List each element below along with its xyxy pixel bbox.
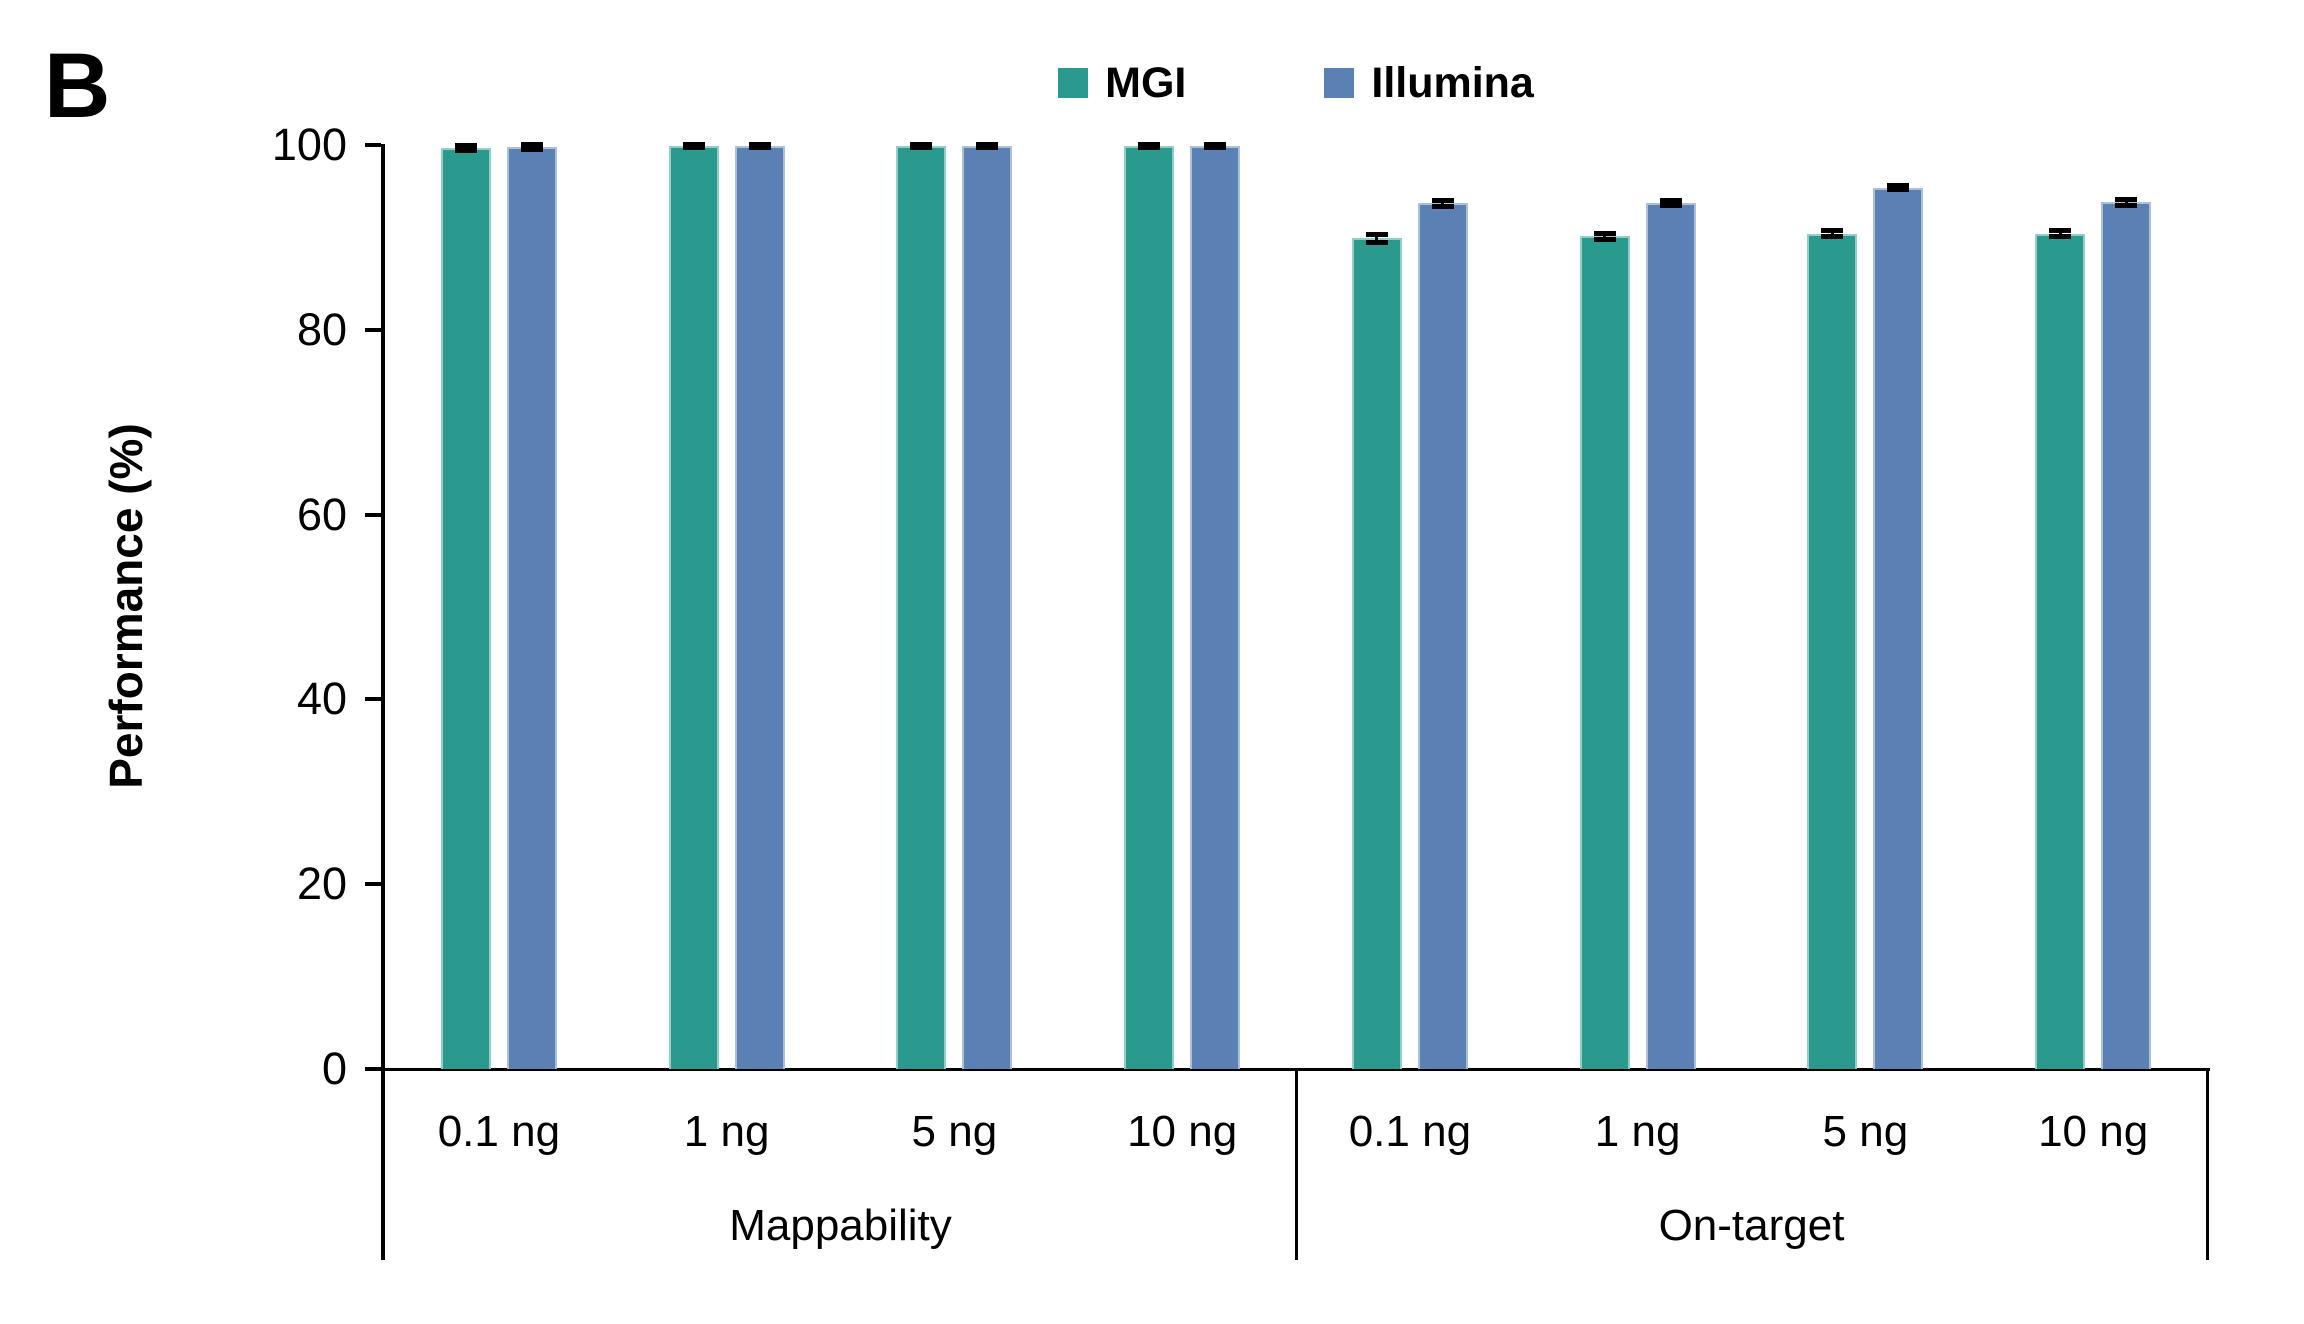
group-label-on-target: On-target	[1658, 1201, 1845, 1250]
y-tick-mark	[365, 882, 381, 887]
bar-illumina-mappability-5-ng	[962, 145, 1013, 1069]
bar-mgi-mappability-1-ng	[668, 145, 719, 1069]
y-axis-line	[381, 144, 385, 1260]
category-label-on-target-1-ng: 1 ng	[1594, 1107, 1681, 1156]
y-tick-mark	[365, 697, 381, 702]
bar-illumina-on-target-10-ng	[2101, 202, 2152, 1069]
error-bar-line-mgi-on-target-10-ng	[2058, 231, 2062, 236]
y-tick-mark	[365, 143, 381, 147]
category-label-on-target-0.1-ng: 0.1 ng	[1348, 1107, 1472, 1156]
category-label-mappability-0.1-ng: 0.1 ng	[437, 1107, 561, 1156]
error-bar-cap-top-illumina-on-target-10-ng	[2115, 196, 2138, 202]
panel-label: B	[44, 35, 111, 137]
error-bar-cap-top-mgi-on-target-10-ng	[2049, 228, 2072, 234]
legend-swatch-mgi	[1058, 68, 1089, 98]
error-bar-cap-bottom-mgi-on-target-0.1-ng	[1365, 240, 1388, 246]
error-bar-cap-top-mgi-mappability-10-ng	[1138, 141, 1161, 147]
category-label-on-target-10-ng: 10 ng	[2038, 1107, 2149, 1156]
legend: MGI Illumina	[385, 58, 2207, 107]
error-bar-cap-bottom-mgi-mappability-10-ng	[1138, 145, 1161, 151]
error-bar-cap-bottom-illumina-on-target-1-ng	[1659, 203, 1682, 209]
error-bar-cap-top-illumina-on-target-5-ng	[1887, 182, 1910, 188]
y-tick-mark	[365, 512, 381, 517]
y-tick-label: 80	[296, 303, 347, 355]
error-bar-cap-top-illumina-mappability-1-ng	[748, 141, 771, 147]
category-divider	[2205, 1069, 2209, 1260]
error-bar-cap-bottom-illumina-mappability-10-ng	[1204, 145, 1227, 151]
legend-swatch-illumina	[1324, 68, 1355, 98]
error-bar-cap-top-mgi-mappability-1-ng	[682, 141, 705, 147]
category-label-on-target-5-ng: 5 ng	[1822, 1107, 1909, 1156]
legend-label-mgi: MGI	[1105, 58, 1187, 107]
error-bar-cap-top-illumina-mappability-10-ng	[1204, 141, 1227, 147]
bar-illumina-mappability-10-ng	[1190, 145, 1241, 1069]
legend-label-illumina: Illumina	[1371, 58, 1534, 107]
category-label-mappability-5-ng: 5 ng	[911, 1107, 998, 1156]
error-bar-cap-bottom-illumina-on-target-5-ng	[1887, 187, 1910, 193]
y-tick-label: 60	[296, 488, 347, 540]
error-bar-cap-bottom-illumina-mappability-1-ng	[748, 145, 771, 151]
error-bar-cap-bottom-illumina-mappability-0.1-ng	[520, 146, 543, 152]
bar-mgi-on-target-5-ng	[1807, 233, 1858, 1069]
x-axis-line	[385, 1068, 2210, 1071]
y-tick-label: 40	[296, 673, 347, 725]
category-divider	[1294, 1069, 1298, 1260]
bar-mgi-mappability-10-ng	[1124, 145, 1175, 1069]
bar-illumina-mappability-0.1-ng	[506, 146, 557, 1069]
legend-item-illumina: Illumina	[1324, 58, 1534, 107]
error-bar-cap-bottom-mgi-on-target-10-ng	[2049, 234, 2072, 239]
error-bar-line-mgi-on-target-5-ng	[1830, 231, 1834, 236]
bar-illumina-on-target-1-ng	[1645, 203, 1696, 1069]
category-label-mappability-10-ng: 10 ng	[1127, 1107, 1238, 1156]
error-bar-line-mgi-on-target-1-ng	[1603, 234, 1607, 239]
category-label-mappability-1-ng: 1 ng	[683, 1107, 770, 1156]
error-bar-cap-top-illumina-mappability-5-ng	[976, 141, 999, 147]
bar-mgi-on-target-10-ng	[2035, 233, 2086, 1069]
error-bar-line-mgi-on-target-0.1-ng	[1375, 234, 1379, 243]
error-bar-cap-top-illumina-mappability-0.1-ng	[520, 142, 543, 147]
error-bar-cap-top-mgi-on-target-0.1-ng	[1365, 231, 1388, 237]
bar-mgi-mappability-0.1-ng	[440, 147, 491, 1069]
bar-mgi-on-target-1-ng	[1579, 236, 1630, 1069]
error-bar-cap-bottom-mgi-mappability-0.1-ng	[454, 147, 477, 153]
error-bar-cap-bottom-mgi-on-target-5-ng	[1821, 234, 1844, 239]
error-bar-cap-top-illumina-on-target-0.1-ng	[1431, 197, 1454, 203]
error-bar-cap-bottom-illumina-mappability-5-ng	[976, 145, 999, 151]
error-bar-cap-bottom-mgi-mappability-5-ng	[910, 145, 933, 151]
y-tick-label: 0	[321, 1043, 347, 1094]
error-bar-cap-bottom-illumina-on-target-0.1-ng	[1431, 203, 1454, 209]
group-label-mappability: Mappability	[729, 1201, 952, 1250]
error-bar-line-illumina-on-target-10-ng	[2124, 199, 2128, 205]
error-bar-cap-top-mgi-on-target-1-ng	[1593, 231, 1616, 237]
y-axis-title: Performance (%)	[100, 423, 152, 789]
error-bar-cap-top-mgi-mappability-5-ng	[910, 141, 933, 147]
error-bar-line-illumina-on-target-0.1-ng	[1441, 200, 1445, 206]
bar-illumina-mappability-1-ng	[734, 145, 785, 1069]
y-tick-label: 100	[271, 119, 347, 170]
error-bar-cap-top-mgi-on-target-5-ng	[1821, 228, 1844, 234]
bar-mgi-mappability-5-ng	[896, 145, 947, 1069]
y-tick-label: 20	[296, 858, 347, 910]
error-bar-cap-top-mgi-mappability-0.1-ng	[454, 142, 477, 148]
y-tick-mark	[365, 327, 381, 332]
error-bar-cap-bottom-mgi-on-target-1-ng	[1593, 236, 1616, 242]
error-bar-cap-top-illumina-on-target-1-ng	[1659, 198, 1682, 204]
bar-illumina-on-target-0.1-ng	[1417, 203, 1468, 1069]
y-tick-mark	[365, 1067, 381, 1071]
error-bar-cap-bottom-illumina-on-target-10-ng	[2115, 202, 2138, 208]
legend-item-mgi: MGI	[1058, 58, 1187, 107]
error-bar-cap-bottom-mgi-mappability-1-ng	[682, 145, 705, 151]
bar-mgi-on-target-0.1-ng	[1351, 238, 1402, 1069]
bar-illumina-on-target-5-ng	[1873, 187, 1924, 1069]
